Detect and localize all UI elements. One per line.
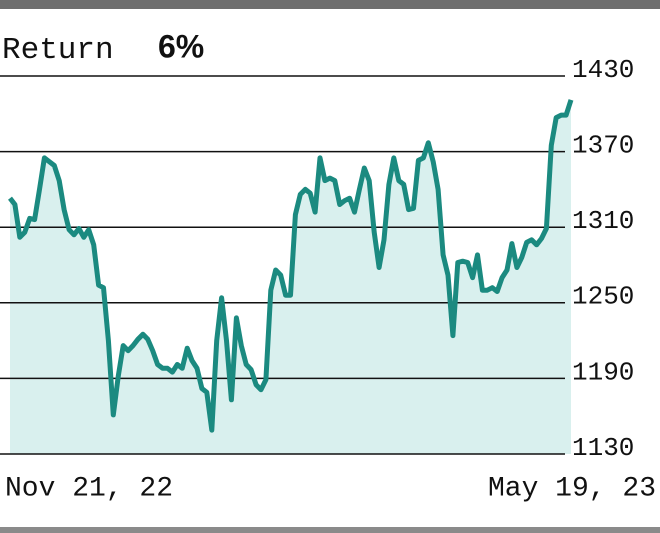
y-tick-label: 1430	[572, 55, 634, 85]
y-tick-label: 1310	[572, 206, 634, 236]
y-tick-label: 1370	[572, 130, 634, 160]
line	[8, 99, 574, 433]
chart-title: Return	[2, 33, 114, 68]
bottom-bar	[0, 527, 660, 533]
y-tick-label: 1250	[572, 282, 634, 312]
x-tick-label: May 19, 23	[488, 473, 656, 504]
area	[10, 99, 571, 455]
y-tick-label: 1130	[572, 433, 634, 463]
x-tick-label: Nov 21, 22	[5, 473, 173, 504]
y-tick-label: 1190	[572, 357, 634, 387]
title-value: 6%	[158, 28, 204, 64]
top-bar	[0, 0, 660, 9]
